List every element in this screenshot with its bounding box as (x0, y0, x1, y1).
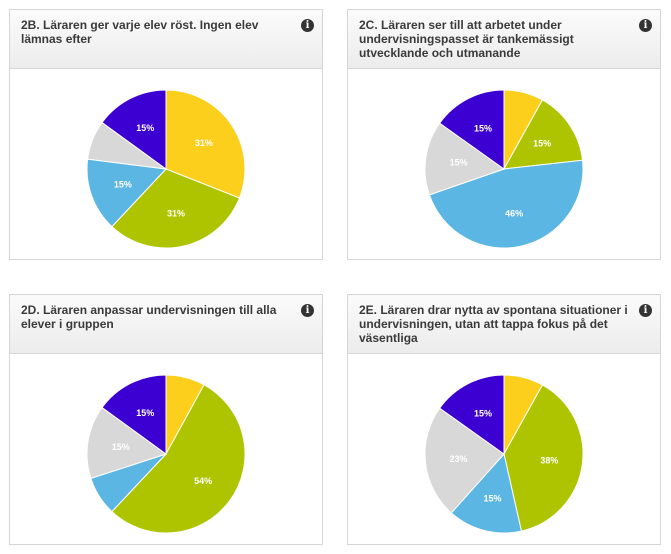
pie-slice-green[interactable] (111, 168, 241, 249)
panel-header: 2B. Läraren ger varje elev röst. Ingen e… (10, 10, 322, 69)
panel-header: 2C. Läraren ser till att arbetet under u… (348, 10, 660, 69)
pie-chart-area: 31% 31% 15% 15% (10, 69, 322, 259)
slice-label: 15% (114, 180, 132, 190)
pie-chart: 31% 31% 15% 15% (86, 89, 246, 249)
pie-slice-green[interactable] (503, 384, 584, 532)
pie-slice-grey[interactable] (86, 406, 168, 480)
chart-panel-2e: 2E. Läraren drar nytta av spontana situa… (347, 294, 661, 545)
pie-chart: 38% 15% 23% 15% (424, 374, 584, 534)
chart-title: 2E. Läraren drar nytta av spontana situa… (359, 303, 628, 345)
panel-header: 2E. Läraren drar nytta av spontana situa… (348, 295, 660, 354)
slice-label: 31% (167, 209, 185, 219)
slice-label: 15% (533, 139, 551, 149)
pie-slice-purple[interactable] (101, 89, 167, 170)
slice-label: 38% (540, 456, 558, 466)
pie-chart-area: 38% 15% 23% 15% (348, 354, 660, 544)
chart-panel-2b: 2B. Läraren ger varje elev röst. Ingen e… (9, 9, 323, 260)
slice-label: 15% (450, 158, 468, 168)
pie-slice-purple[interactable] (101, 374, 167, 455)
info-icon[interactable]: i (639, 304, 652, 317)
slice-label: 31% (195, 138, 213, 148)
pie-slice-blue[interactable] (450, 452, 522, 534)
pie-slice-purple[interactable] (438, 89, 505, 170)
chart-title: 2C. Läraren ser till att arbetet under u… (359, 18, 574, 60)
pie-slice-green[interactable] (111, 384, 246, 534)
info-icon[interactable]: i (301, 19, 314, 32)
slice-label: 15% (136, 408, 154, 418)
chart-title: 2B. Läraren ger varje elev röst. Ingen e… (21, 18, 259, 46)
pie-slice-grey[interactable] (424, 407, 505, 514)
slice-label: 54% (194, 476, 212, 486)
slice-label: 15% (136, 123, 154, 133)
pie-chart-area: 15% 46% 15% 15% (348, 69, 660, 259)
slice-label: 46% (505, 209, 523, 219)
slice-label: 15% (474, 123, 492, 133)
pie-slice-green[interactable] (503, 99, 584, 170)
info-icon[interactable]: i (639, 19, 652, 32)
pie-slice-grey[interactable] (424, 122, 506, 196)
pie-chart: 54% 15% 15% (86, 374, 246, 534)
panel-header: 2D. Läraren anpassar undervisningen till… (10, 295, 322, 354)
pie-slice-blue[interactable] (86, 158, 168, 228)
chart-title: 2D. Läraren anpassar undervisningen till… (21, 303, 277, 331)
slice-label: 15% (483, 493, 501, 503)
pie-slice-blue[interactable] (428, 159, 584, 249)
info-icon[interactable]: i (301, 304, 314, 317)
pie-slice-yellow[interactable] (165, 89, 246, 199)
chart-panel-2c: 2C. Läraren ser till att arbetet under u… (347, 9, 661, 260)
pie-chart: 15% 46% 15% 15% (424, 89, 584, 249)
chart-panel-2d: 2D. Läraren anpassar undervisningen till… (9, 294, 323, 545)
pie-chart-area: 54% 15% 15% (10, 354, 322, 544)
slice-label: 15% (112, 442, 130, 452)
pie-slice-purple[interactable] (438, 374, 505, 455)
slice-label: 23% (449, 454, 467, 464)
slice-label: 15% (474, 408, 492, 418)
